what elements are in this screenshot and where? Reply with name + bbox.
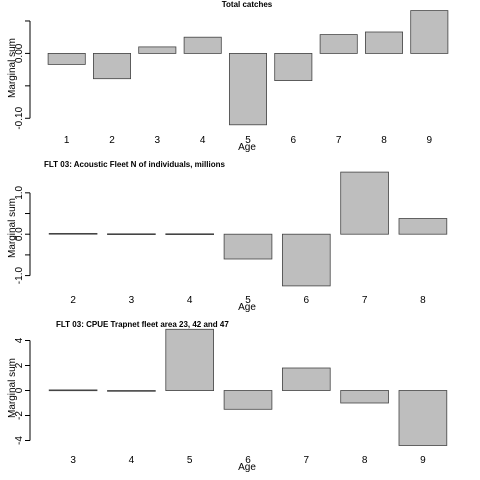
panel-cpue-trapnet: FLT 03: CPUE Trapnet fleet area 23, 42 a…: [7, 320, 448, 473]
bar-age-4: [165, 233, 215, 236]
x-tick-label: 2: [70, 295, 76, 306]
x-tick-label: 4: [200, 135, 206, 146]
x-tick-label: 1: [64, 135, 70, 146]
panel-1-x-axis-label: Age: [238, 142, 256, 153]
y-tick-label: 4: [14, 337, 25, 343]
x-tick-label: 5: [187, 455, 193, 466]
x-tick-label: 2: [109, 135, 115, 146]
panel-3-y-axis-label: Marginal sum: [7, 358, 18, 418]
y-tick-label: -4: [14, 436, 25, 445]
y-tick-label: 2: [14, 362, 25, 368]
panel-acoustic-fleet: FLT 03: Acoustic Fleet N of individuals,…: [7, 160, 448, 313]
bar-age-6: [281, 233, 331, 287]
panel-1-title: Total catches: [222, 0, 273, 9]
bar-age-4: [107, 390, 156, 392]
panel-3-bars: [48, 328, 448, 446]
panel-1-y-axis: -0.10 0.00: [14, 20, 31, 130]
panel-2-x-axis-label: Age: [238, 302, 256, 313]
panel-1-bars: [47, 10, 449, 126]
x-tick-label: 4: [187, 295, 193, 306]
x-tick-label: 6: [304, 295, 310, 306]
x-tick-label: 3: [155, 135, 161, 146]
x-tick-label: 6: [245, 455, 251, 466]
bar-age-9: [410, 10, 449, 54]
x-tick-label: 5: [245, 295, 251, 306]
y-tick-label: 1.0: [14, 185, 25, 199]
panel-2-y-axis-label: Marginal sum: [7, 198, 18, 258]
bar-age-7: [340, 171, 389, 235]
bar-age-8: [364, 31, 403, 54]
bar-age-9: [398, 390, 448, 446]
bar-age-7: [319, 34, 358, 54]
panel-1-x-tick-labels: 1 2 3 4 5 6 7 8 9: [64, 135, 433, 146]
x-tick-label: 8: [362, 455, 368, 466]
x-tick-label: 8: [381, 135, 387, 146]
bar-age-4: [183, 36, 222, 54]
y-tick-label: 0: [14, 387, 25, 393]
panel-3-title: FLT 03: CPUE Trapnet fleet area 23, 42 a…: [56, 320, 229, 329]
x-tick-label: 8: [420, 295, 426, 306]
bar-age-3: [138, 46, 177, 54]
bar-age-3: [48, 389, 98, 392]
y-tick-label: 0.00: [14, 43, 25, 63]
y-tick-label: -2: [14, 411, 25, 420]
bar-age-8: [398, 218, 448, 235]
bar-age-5: [228, 53, 267, 126]
panel-3-x-axis-label: Age: [238, 462, 256, 473]
panel-3-y-axis: -4 -2 0 2 4: [14, 337, 31, 445]
panel-2-y-axis: -1.0 0.0 1.0: [14, 185, 31, 285]
x-tick-label: 7: [336, 135, 342, 146]
bar-age-2: [93, 53, 132, 80]
bar-age-5: [165, 328, 215, 391]
x-tick-label: 5: [245, 135, 251, 146]
bar-age-2: [48, 232, 98, 235]
bar-age-3: [107, 233, 156, 236]
x-tick-label: 7: [304, 455, 310, 466]
bar-age-6: [274, 53, 313, 82]
x-tick-label: 9: [427, 135, 433, 146]
panel-1-y-axis-label: Marginal sum: [7, 38, 18, 98]
bar-age-5: [223, 233, 273, 260]
x-tick-label: 6: [291, 135, 297, 146]
panel-2-x-tick-labels: 2 3 4 5 6 7 8: [70, 295, 426, 306]
y-tick-label: 0.0: [14, 227, 25, 241]
bar-age-7: [281, 367, 331, 391]
bar-age-8: [340, 390, 389, 404]
panel-total-catches: Total catches -0.10 0.00 1 2 3 4 5 6 7 8 9 Age Ma…: [7, 0, 449, 153]
x-tick-label: 3: [129, 295, 135, 306]
panel-2-bars: [48, 171, 448, 287]
x-tick-label: 3: [70, 455, 76, 466]
y-tick-label: -0.10: [14, 106, 25, 129]
panel-3-x-tick-labels: 3 4 5 6 7 8 9: [70, 455, 426, 466]
x-tick-label: 7: [362, 295, 368, 306]
y-tick-label: -1.0: [14, 267, 25, 285]
x-tick-label: 9: [420, 455, 426, 466]
bar-age-1: [47, 53, 86, 65]
bar-age-6: [223, 390, 273, 410]
panel-2-title: FLT 03: Acoustic Fleet N of individuals,…: [44, 160, 225, 169]
x-tick-label: 4: [129, 455, 135, 466]
